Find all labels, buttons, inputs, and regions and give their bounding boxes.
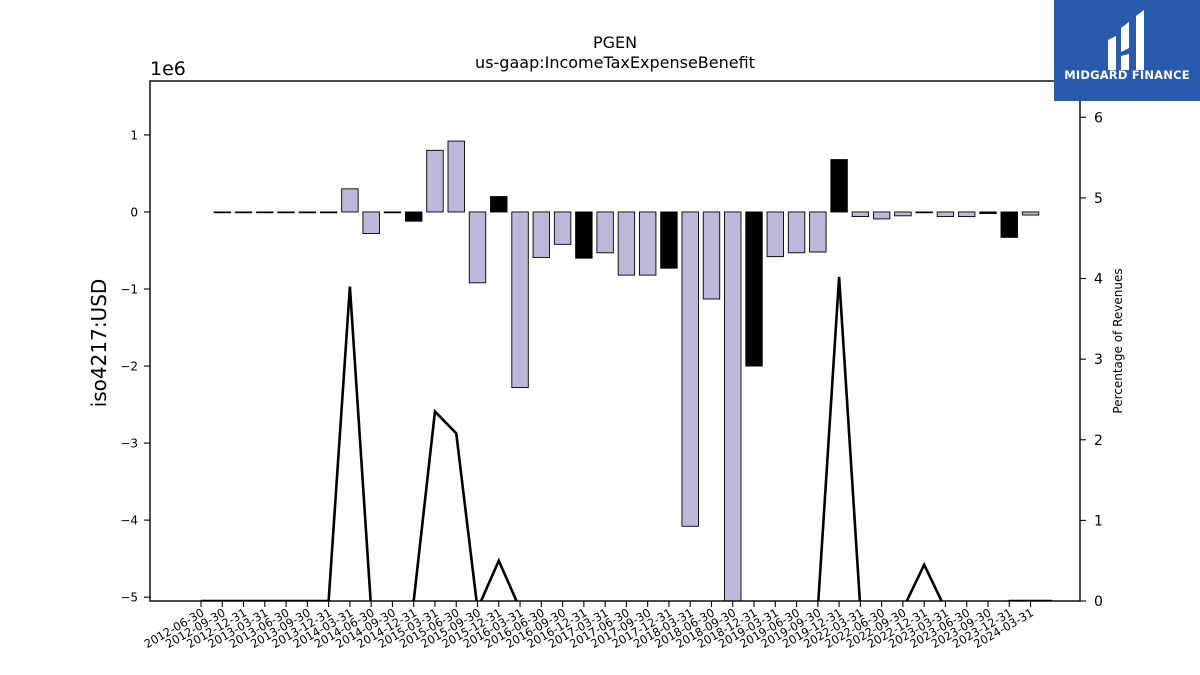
bar-2016-06-30	[532, 211, 551, 258]
bars-layer	[213, 140, 1040, 602]
brand-logo: MIDGARD FINANCE	[1054, 0, 1200, 101]
y-tick-label: −2	[120, 360, 138, 374]
bar-2015-06-30	[447, 140, 465, 213]
bar-2019-06-30	[787, 211, 806, 254]
bar-2013-09-30	[298, 211, 317, 214]
axes-layer: 10−1−2−3−4−5 01234562012-06-302012-09-302…	[120, 110, 1103, 651]
y2-tick-label: 6	[1094, 110, 1103, 126]
y2-tick-label: 5	[1094, 191, 1103, 207]
bar-2018-09-30	[724, 211, 742, 602]
y2-tick-label: 1	[1094, 513, 1103, 529]
y2-tick-label: 2	[1094, 433, 1103, 449]
bar-2012-09-30	[213, 211, 231, 214]
bar-2018-12-31	[745, 211, 763, 367]
logo-text: MIDGARD FINANCE	[1064, 68, 1190, 82]
chart-subtitle: us-gaap:IncomeTaxExpenseBenefit	[475, 53, 755, 72]
bar-2014-12-31	[405, 211, 423, 222]
bar-2022-09-30	[894, 211, 912, 217]
bar-2023-06-30	[958, 211, 976, 218]
y-tick-label: −4	[120, 514, 138, 528]
bar-2024-03-31	[1021, 211, 1040, 216]
bar-2022-03-31	[851, 211, 870, 218]
logo-mark-icon	[1108, 10, 1144, 70]
bar-2013-06-30	[277, 211, 295, 214]
bar-2023-09-30	[979, 211, 997, 214]
bar-2012-12-31	[234, 211, 253, 214]
bar-2014-06-30	[362, 211, 380, 234]
y2-tick-label: 3	[1094, 352, 1103, 368]
plot-frame	[149, 80, 1081, 602]
y2-tick-label: 0	[1094, 594, 1103, 610]
bar-2023-12-31	[1000, 211, 1018, 238]
chart-title: PGEN	[593, 33, 637, 52]
bar-2014-09-30	[383, 211, 402, 214]
y-tick-label: −1	[120, 283, 138, 297]
y-axis-label: iso4217:USD	[87, 279, 111, 408]
bar-2016-03-31	[511, 211, 529, 389]
bar-2017-12-31	[660, 211, 678, 269]
bar-2014-03-31	[341, 188, 359, 213]
bar-2017-03-31	[596, 211, 614, 254]
y-offset-label: 1e6	[150, 58, 186, 80]
y2-tick-label: 4	[1094, 272, 1103, 288]
y-tick-label: −3	[120, 437, 138, 451]
bar-2018-06-30	[702, 211, 721, 300]
bar-2019-09-30	[809, 211, 827, 253]
bar-2016-09-30	[553, 211, 572, 245]
bar-2015-09-30	[468, 211, 487, 284]
bar-2018-03-31	[681, 211, 699, 527]
bar-2015-12-31	[490, 196, 508, 213]
bar-2022-06-30	[872, 211, 891, 220]
bar-2019-12-31	[830, 159, 848, 213]
bar-2015-03-31	[426, 149, 444, 213]
y2-axis-label: Percentage of Revenues	[1111, 268, 1125, 413]
bar-2019-03-31	[766, 211, 784, 258]
y-tick-label: 1	[130, 128, 138, 142]
bar-2017-06-30	[617, 211, 636, 276]
bar-2017-09-30	[638, 211, 657, 276]
bar-2013-12-31	[319, 211, 338, 214]
percent-of-revenues-line	[201, 276, 1052, 601]
percent-line-layer	[201, 276, 1052, 601]
bar-2013-03-31	[256, 211, 274, 214]
y-tick-label: 0	[130, 205, 138, 219]
bar-2016-12-31	[575, 211, 593, 259]
bar-2023-03-31	[936, 211, 955, 218]
bar-2022-12-31	[915, 211, 933, 214]
y-tick-label: −5	[120, 591, 138, 605]
